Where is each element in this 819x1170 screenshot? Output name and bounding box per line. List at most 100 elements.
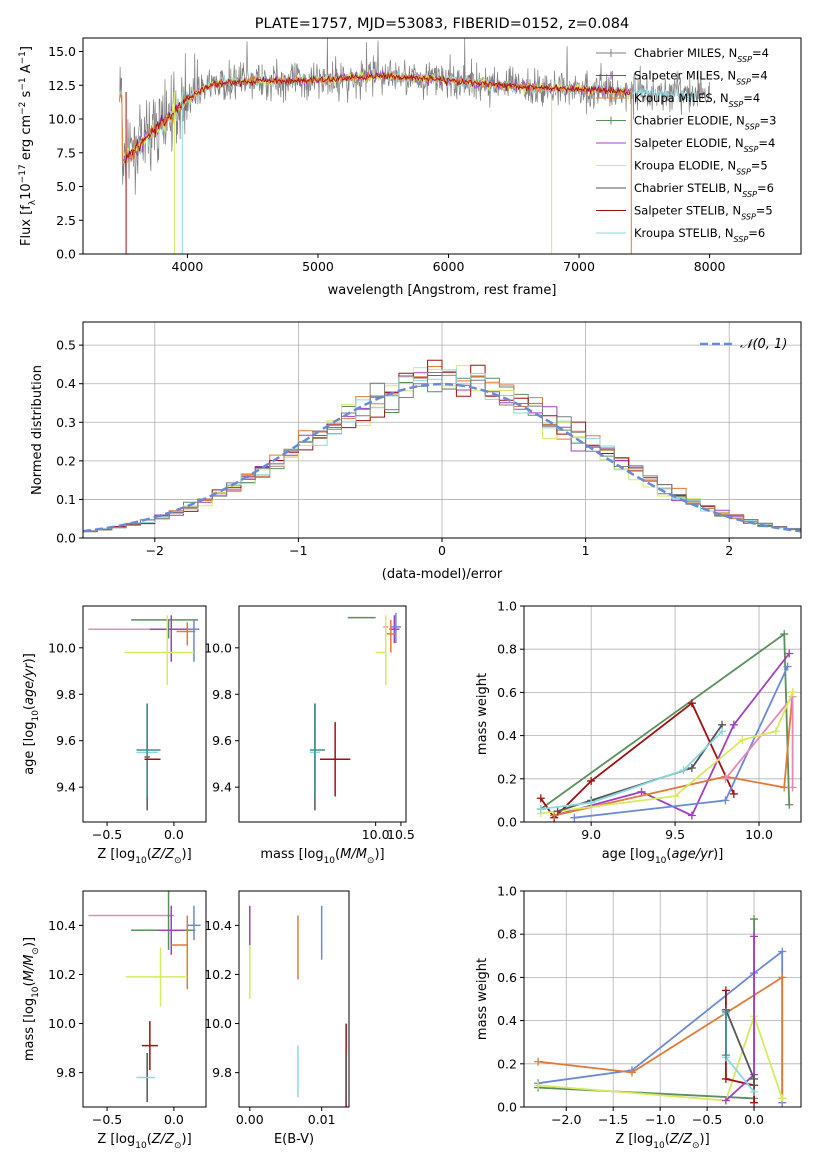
y-tick-label: 9.8 [212,687,232,702]
weight-line [538,1013,784,1102]
weight-marker [721,796,730,805]
weight-marker [729,789,738,798]
y-tick-label: 0.4 [497,728,517,743]
weight-marker [534,1081,543,1090]
legend-sub: SSP [729,100,744,109]
legend-text: Chabrier MILES, N [634,46,737,60]
legend-val: =5 [756,204,773,218]
y-tick-label: 10.0 [48,640,76,655]
y-tick-label: 0.4 [497,1013,517,1028]
label-part: 10 [324,856,336,866]
legend-val: =3 [760,114,777,128]
axes-residuals: −2 −1 0 1 2 0.0 0.1 0.2 0.3 0.4 0.5 (data-model)/er… [30,321,802,582]
label-part: )] [182,847,192,862]
x-axis-label: Z [log10(Z/Z⊙)] [615,1132,709,1151]
errorbar-point [141,1021,158,1071]
frame: −2.0 −1.5 −1.0 −0.5 0.0 0.0 0.2 0.4 0.6 0.8 1.0 Z [… [475,884,802,1151]
label-part: age [log [602,847,655,862]
weight-marker [750,932,759,941]
label-part: Z/Z [151,1132,175,1147]
axes-frame [523,890,802,1108]
y-tick-label: 0.8 [497,642,517,657]
y-tick-label: 0.2 [497,771,517,786]
weight-marker [778,947,787,956]
weight-line [540,632,791,810]
legend-val: =6 [748,226,765,240]
weight-marker [780,630,789,639]
x-tick-label: −1.0 [645,1112,675,1127]
y-tick-label: 10.4 [48,918,76,933]
x-tick-label: 4000 [172,259,204,274]
plot-area [534,915,787,1107]
label-part: ( [335,847,340,862]
weight-marker [750,915,759,924]
x-axis-label: E(B-V) [274,1132,314,1147]
y-axis-label: Normed distribution [30,365,45,495]
y-tick-label: 9.8 [56,1065,76,1080]
weight-marker [721,1074,730,1083]
legend-entry: Kroupa STELIB, NSSP=6 [634,226,765,244]
axes-weight_vs_age: 9.0 9.5 10.0 0.0 0.2 0.4 0.6 0.8 1.0 age [log10(a… [475,599,802,866]
legend-val: =4 [751,69,768,83]
label-part: mass [log [22,998,37,1061]
label-part: ( [147,1132,152,1147]
y-tick-label: 9.6 [56,733,76,748]
errorbar-point [375,615,387,685]
x-tick-label: 1 [582,543,590,558]
y-tick-label: 12.5 [48,78,76,93]
label-part: −1 [18,77,28,90]
legend-val: =4 [752,46,769,60]
label-part: 10 [31,986,41,998]
weight-marker [721,774,730,783]
plot-area [249,905,347,1107]
axes-age_vs_z: −0.5 0.09.49.69.810.0Z [log10(Z/Z⊙)]age [… [22,605,207,866]
label-part: Z/Z [151,847,175,862]
legend-sub: SSP [734,235,749,244]
y-tick-label: 0.4 [56,376,76,391]
x-axis-label: age [log10(age/yr)] [602,847,724,866]
weight-marker [785,800,794,809]
x-tick-label: 5000 [302,259,334,274]
label-part: 10 [31,710,41,722]
legend-sub: SSP [741,212,756,221]
y-tick-label: 0.2 [56,453,76,468]
x-tick-label: 9.0 [581,827,601,842]
label-part: ( [22,981,37,986]
label-part: erg cm [19,115,34,164]
y-tick-label: 0.0 [56,531,76,546]
legend-sub: SSP [742,190,757,199]
y-tick-label: 5.0 [56,179,76,194]
legend-text: Salpeter ELODIE, N [634,136,744,150]
y-tick-label: 10.2 [204,967,232,982]
label-part: ⊙ [174,856,182,866]
errorbar-point [157,905,185,955]
weight-marker [570,813,579,822]
legend-text: Kroupa ELODIE, N [634,159,736,173]
weight-marker [721,1007,730,1016]
x-axis-label: Z [log10(Z/Z⊙)] [97,1132,191,1151]
label-part: age/yr [671,847,714,862]
label-part: )] [713,847,723,862]
x-axis-label: (data-model)/error [382,567,503,582]
legend-entry: Kroupa ELODIE, NSSP=5 [634,159,768,177]
y-tick-label: 10.0 [204,1016,232,1031]
y-tick-label: 0.0 [497,1100,517,1115]
errorbar-point [124,615,194,685]
label-part: s [19,90,34,101]
weight-marker [750,1081,759,1090]
legend-text: Salpeter STELIB, N [634,204,741,218]
label-part: )] [22,937,37,947]
x-tick-label: −1 [289,543,307,558]
x-tick-label: 8000 [694,259,726,274]
plot-area [309,612,401,811]
weight-line [553,652,790,817]
y-tick-label: 0.3 [56,415,76,430]
axes-mass_vs_z: −0.5 0.09.810.010.210.4Z [log10(Z/Z⊙)]mas… [22,890,207,1151]
weight-marker [783,662,792,671]
axes-frame [82,605,207,823]
legend-val: =4 [758,136,775,150]
axes-weight_vs_z: −2.0 −1.5 −1.0 −0.5 0.0 0.0 0.2 0.4 0.6 0.8 1.0 Z [… [475,884,802,1151]
weight-marker [687,699,696,708]
x-axis-label: wavelength [Angstrom, rest frame] [328,283,557,298]
